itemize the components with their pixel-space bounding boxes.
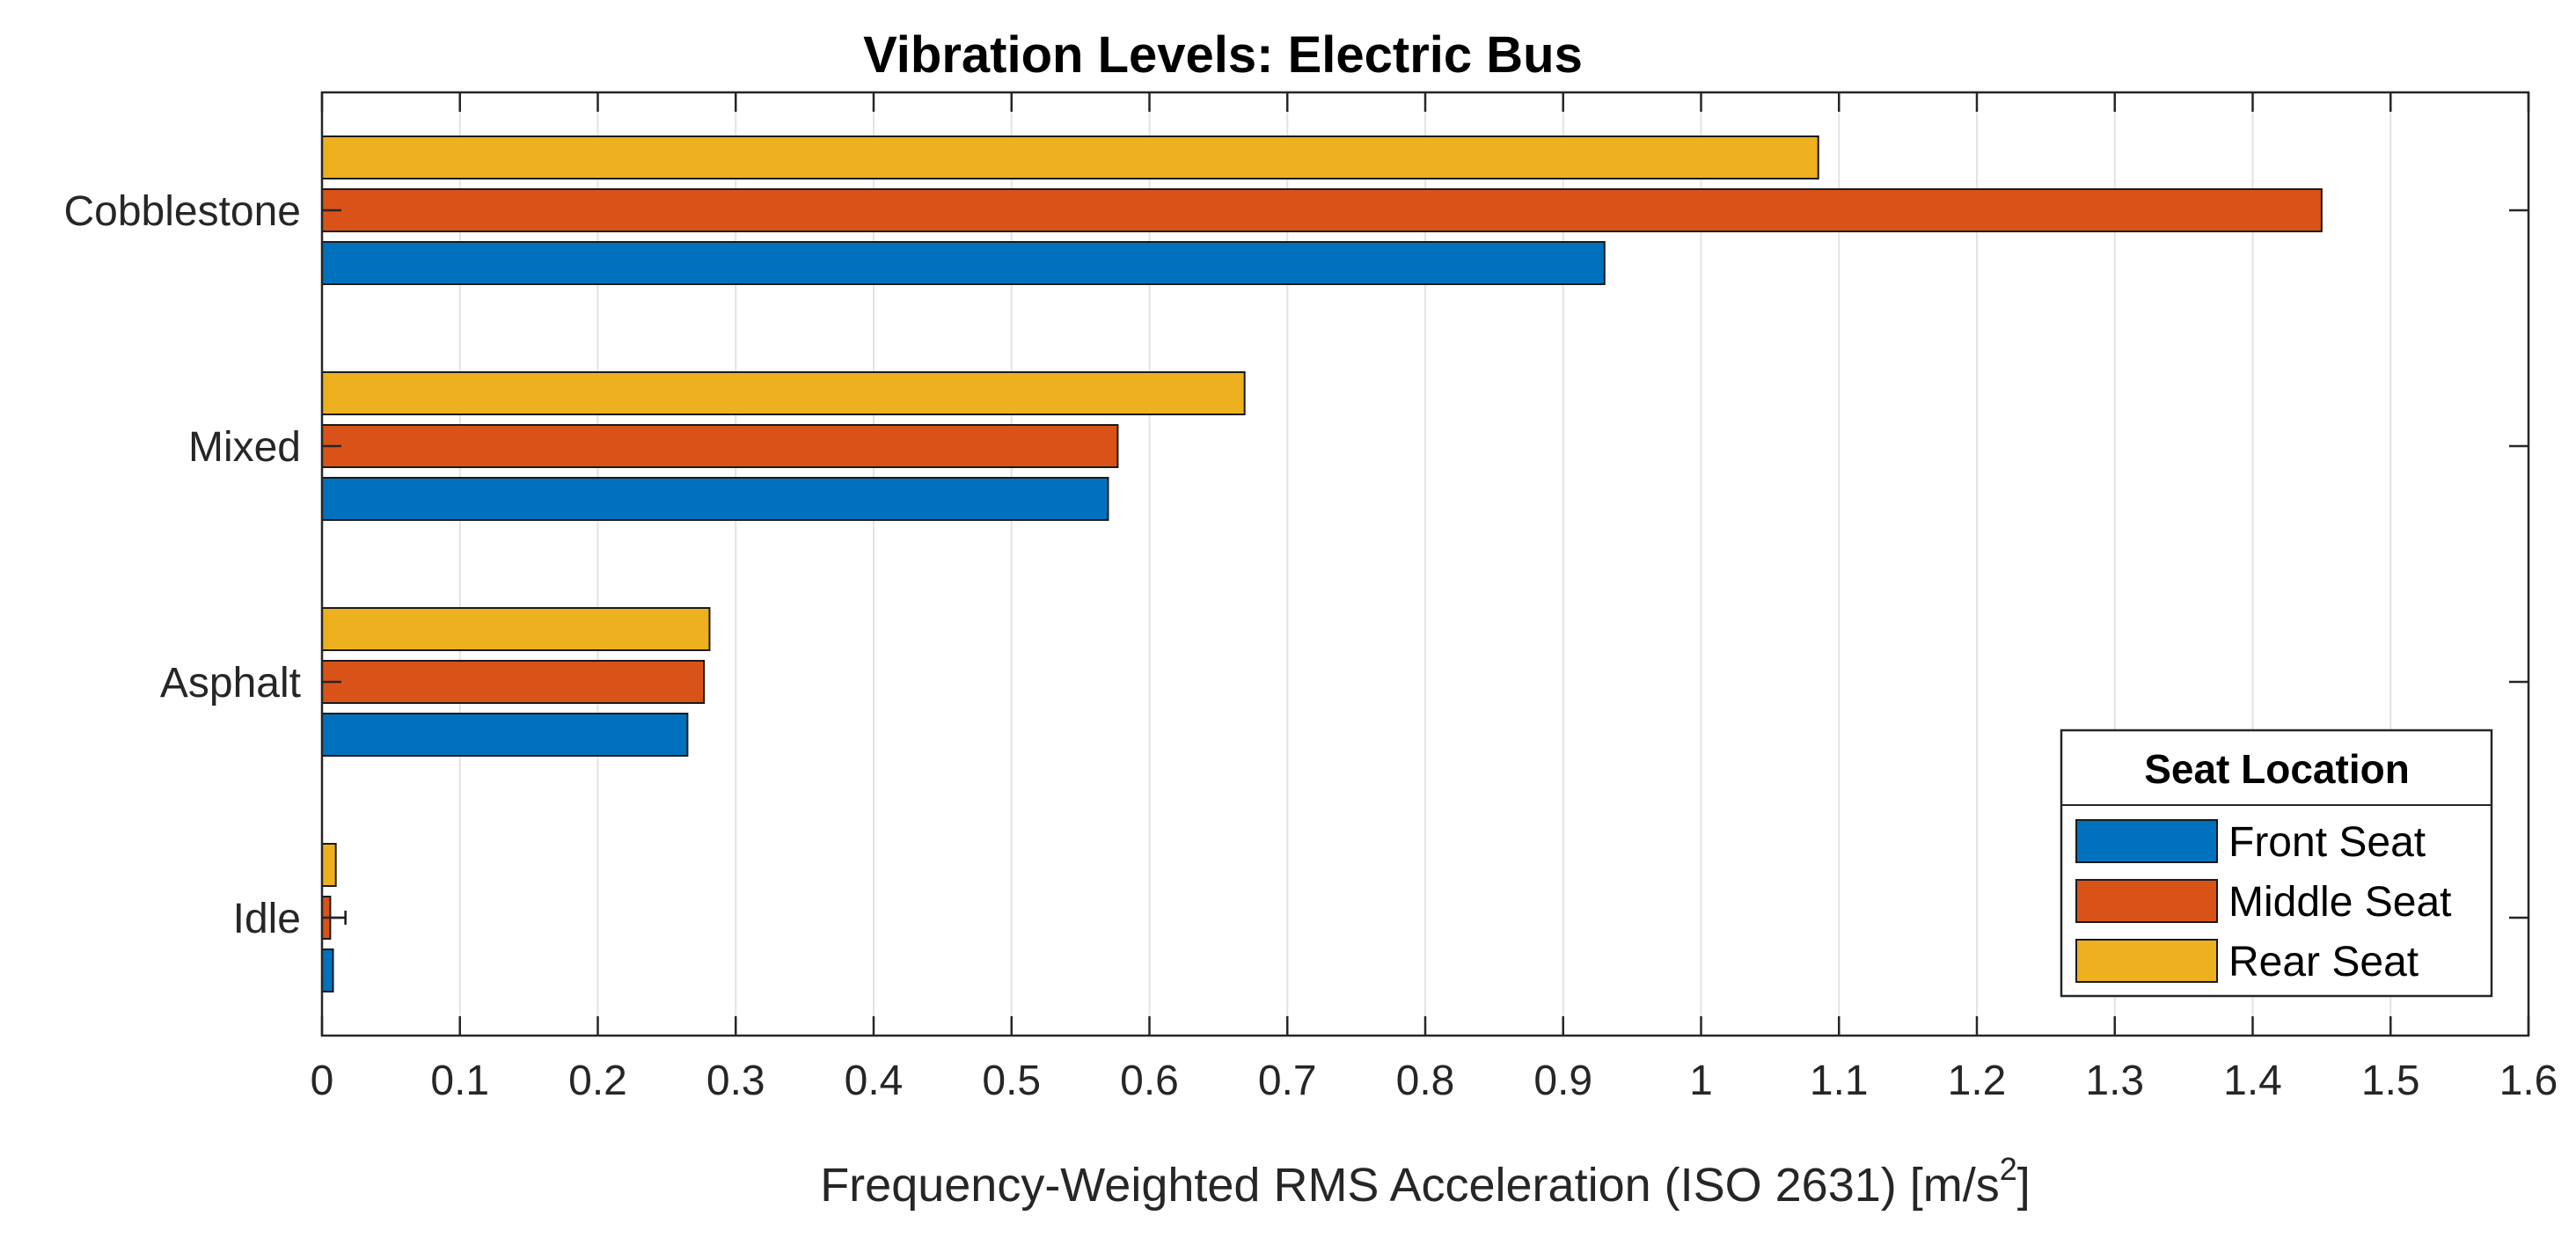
legend-swatch-rear-seat [2075, 939, 2218, 983]
y-tick-label: Mixed [188, 424, 301, 471]
bar-mixed-front-seat [321, 477, 1109, 521]
x-tick-label: 1.5 [2361, 1058, 2420, 1104]
x-tick-label: 0.5 [982, 1058, 1041, 1104]
bar-cobblestone-rear-seat [321, 135, 1819, 179]
bar-idle-rear-seat [321, 843, 337, 887]
x-axis-label-main: Frequency-Weighted RMS Acceleration (ISO… [820, 1159, 2000, 1212]
bar-asphalt-front-seat [321, 713, 689, 757]
x-tick-label: 0.1 [430, 1058, 489, 1104]
bar-mixed-middle-seat [321, 424, 1119, 468]
bar-asphalt-rear-seat [321, 607, 711, 651]
x-axis-label: Frequency-Weighted RMS Acceleration (ISO… [820, 1151, 2031, 1212]
x-axis-label-end: ] [2017, 1159, 2031, 1212]
legend-title: Seat Location [2144, 746, 2410, 792]
legend-label-middle-seat: Middle Seat [2228, 879, 2451, 926]
x-tick-label: 0 [311, 1058, 334, 1104]
legend-label-rear-seat: Rear Seat [2228, 939, 2419, 985]
legend-label-front-seat: Front Seat [2228, 819, 2426, 866]
y-tick-labels: Idle Asphalt Mixed Cobblestone [63, 188, 301, 942]
x-tick-label: 1 [1689, 1058, 1713, 1104]
x-tick-label: 0.3 [706, 1058, 765, 1104]
bar-asphalt-middle-seat [321, 660, 706, 704]
legend[interactable]: Seat Location Front Seat Middle Seat Rear … [2060, 729, 2493, 998]
x-tick-label: 0.7 [1258, 1058, 1317, 1104]
y-tick-label: Idle [233, 896, 301, 942]
x-tick-labels: 0 0.1 0.2 0.3 0.4 0.5 0.6 0.7 0.8 0.9 1 1.1 1.2 1.3 1.… [311, 1058, 2558, 1104]
legend-items: Front Seat Middle Seat Rear Seat [2075, 819, 2451, 985]
x-tick-label: 0.6 [1120, 1058, 1179, 1104]
chart-title: Vibration Levels: Electric Bus [863, 26, 1583, 84]
x-tick-label: 1.4 [2223, 1058, 2282, 1104]
bar-mixed-rear-seat [321, 371, 1246, 415]
x-tick-label: 1.1 [1810, 1058, 1869, 1104]
bar-cobblestone-front-seat [321, 241, 1606, 285]
legend-swatch-middle-seat [2075, 879, 2218, 923]
x-tick-label: 0.4 [845, 1058, 904, 1104]
x-tick-label: 1.3 [2085, 1058, 2144, 1104]
x-axis-label-superscript: 2 [2000, 1151, 2017, 1187]
legend-swatch-front-seat [2075, 819, 2218, 863]
x-tick-label: 0.2 [568, 1058, 627, 1104]
x-tick-label: 1.2 [1948, 1058, 2007, 1104]
x-tick-label: 0.8 [1396, 1058, 1455, 1104]
bars-group [321, 135, 2323, 992]
bar-idle-front-seat [321, 948, 334, 992]
y-tick-label: Asphalt [160, 660, 301, 707]
y-tick-label: Cobblestone [63, 188, 301, 235]
x-tick-label: 1.6 [2499, 1058, 2558, 1104]
axis-ticks [320, 92, 2530, 1036]
bar-cobblestone-middle-seat [321, 188, 2323, 232]
x-tick-label: 0.9 [1533, 1058, 1592, 1104]
